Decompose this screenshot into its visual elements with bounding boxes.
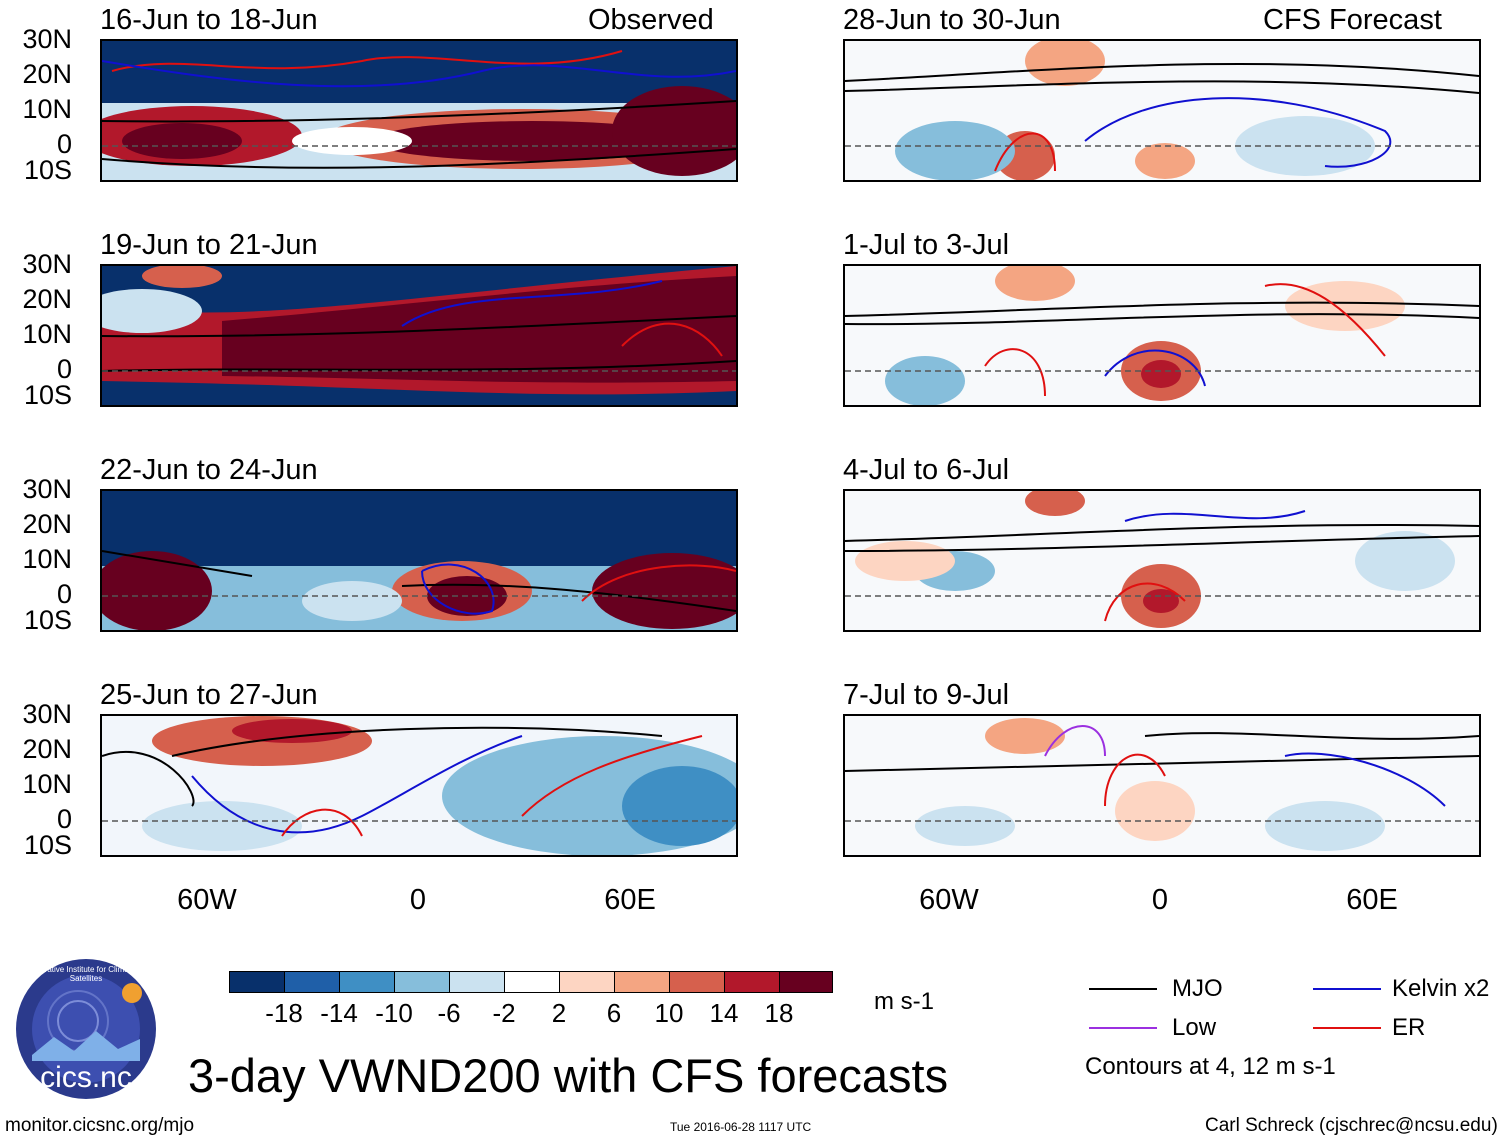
lat-label: 10N xyxy=(22,544,72,574)
lon-label-60w-right: 60W xyxy=(919,884,979,916)
map-panel-observed-1 xyxy=(100,39,738,182)
lat-label: 20N xyxy=(22,509,72,539)
colorbar-label: 2 xyxy=(551,998,567,1028)
panel-title-obs-1: 16-Jun to 18-Jun xyxy=(100,4,318,36)
lon-label-60w-left: 60W xyxy=(177,884,237,916)
map-panel-observed-2 xyxy=(100,264,738,407)
lat-label: 20N xyxy=(22,59,72,89)
colorbar-swatch xyxy=(229,971,285,993)
colorbar-swatch xyxy=(724,971,780,993)
lat-label: 10N xyxy=(22,319,72,349)
lat-label: 10S xyxy=(23,380,72,410)
colorbar-label: 10 xyxy=(654,998,684,1028)
colorbar-swatch xyxy=(779,971,833,993)
legend-line-er xyxy=(1313,1027,1381,1029)
lat-label: 0 xyxy=(56,579,72,609)
colorbar-units: m s-1 xyxy=(874,988,934,1015)
lat-label: 20N xyxy=(22,734,72,764)
colorbar-label: 14 xyxy=(709,998,739,1028)
lon-label-0-left: 0 xyxy=(409,884,427,916)
lat-label: 0 xyxy=(56,129,72,159)
lat-label: 30N xyxy=(22,24,72,54)
map-panel-forecast-2 xyxy=(843,264,1481,407)
map-panel-observed-3 xyxy=(100,489,738,632)
legend-label-kelvin: Kelvin x2 xyxy=(1392,975,1490,1002)
lon-label-60e-left: 60E xyxy=(604,884,656,916)
panel-title-fc-1: 28-Jun to 30-Jun xyxy=(843,4,1061,36)
map-panel-observed-4 xyxy=(100,714,738,857)
lon-label-60e-right: 60E xyxy=(1346,884,1398,916)
lat-label: 30N xyxy=(22,249,72,279)
legend-line-low xyxy=(1089,1027,1157,1029)
legend-label-low: Low xyxy=(1172,1014,1217,1041)
map-panel-forecast-1 xyxy=(843,39,1481,182)
colorbar-label: -2 xyxy=(492,998,516,1028)
colorbar-swatch xyxy=(284,971,340,993)
colorbar-label: -10 xyxy=(375,998,413,1028)
colorbar-label: 18 xyxy=(764,998,794,1028)
panel-title-fc-2: 1-Jul to 3-Jul xyxy=(843,229,1010,261)
map-panel-forecast-4 xyxy=(843,714,1481,857)
logo-ring-text: Cooperative Institute for Climate and Sa… xyxy=(21,965,151,983)
lat-label: 30N xyxy=(22,474,72,504)
panel-title-obs-2: 19-Jun to 21-Jun xyxy=(100,229,318,261)
colorbar-label: -14 xyxy=(320,998,358,1028)
panel-title-fc-3: 4-Jul to 6-Jul xyxy=(843,454,1010,486)
legend-note: Contours at 4, 12 m s-1 xyxy=(1085,1053,1336,1080)
cics-logo: Cooperative Institute for Climate and Sa… xyxy=(14,957,158,1101)
footer-author: Carl Schreck (cjschrec@ncsu.edu) xyxy=(1205,1115,1498,1136)
lat-label: 10S xyxy=(23,155,72,185)
lon-label-0-right: 0 xyxy=(1151,884,1169,916)
lat-label: 10S xyxy=(23,605,72,635)
observed-label: Observed xyxy=(588,4,714,36)
colorbar-swatch xyxy=(614,971,670,993)
footer-url: monitor.cicsnc.org/mjo xyxy=(5,1115,195,1136)
lat-label: 0 xyxy=(56,804,72,834)
lat-label: 30N xyxy=(22,699,72,729)
lat-label: 10S xyxy=(23,830,72,860)
colorbar-label: 6 xyxy=(606,998,622,1028)
panel-title-obs-3: 22-Jun to 24-Jun xyxy=(100,454,318,486)
lat-label: 0 xyxy=(56,354,72,384)
lat-label: 10N xyxy=(22,94,72,124)
legend-label-mjo: MJO xyxy=(1172,975,1223,1002)
colorbar-label: -6 xyxy=(437,998,461,1028)
footer-timestamp: Tue 2016-06-28 1117 UTC xyxy=(670,1120,812,1134)
colorbar-swatch xyxy=(669,971,725,993)
colorbar-swatch xyxy=(394,971,450,993)
map-panel-forecast-3 xyxy=(843,489,1481,632)
colorbar-swatch xyxy=(339,971,395,993)
forecast-label: CFS Forecast xyxy=(1263,4,1442,36)
lat-label: 10N xyxy=(22,769,72,799)
colorbar-swatch xyxy=(504,971,560,993)
colorbar-label: -18 xyxy=(265,998,303,1028)
lat-label: 20N xyxy=(22,284,72,314)
colorbar-swatch xyxy=(559,971,615,993)
panel-title-fc-4: 7-Jul to 9-Jul xyxy=(843,679,1010,711)
logo-text: cics.nc xyxy=(40,1061,132,1094)
panel-title-obs-4: 25-Jun to 27-Jun xyxy=(100,679,318,711)
legend-label-er: ER xyxy=(1392,1014,1426,1041)
legend-line-mjo xyxy=(1089,988,1157,990)
main-title: 3-day VWND200 with CFS forecasts xyxy=(188,1049,949,1102)
legend-line-kelvin xyxy=(1313,988,1381,990)
colorbar-swatch xyxy=(449,971,505,993)
